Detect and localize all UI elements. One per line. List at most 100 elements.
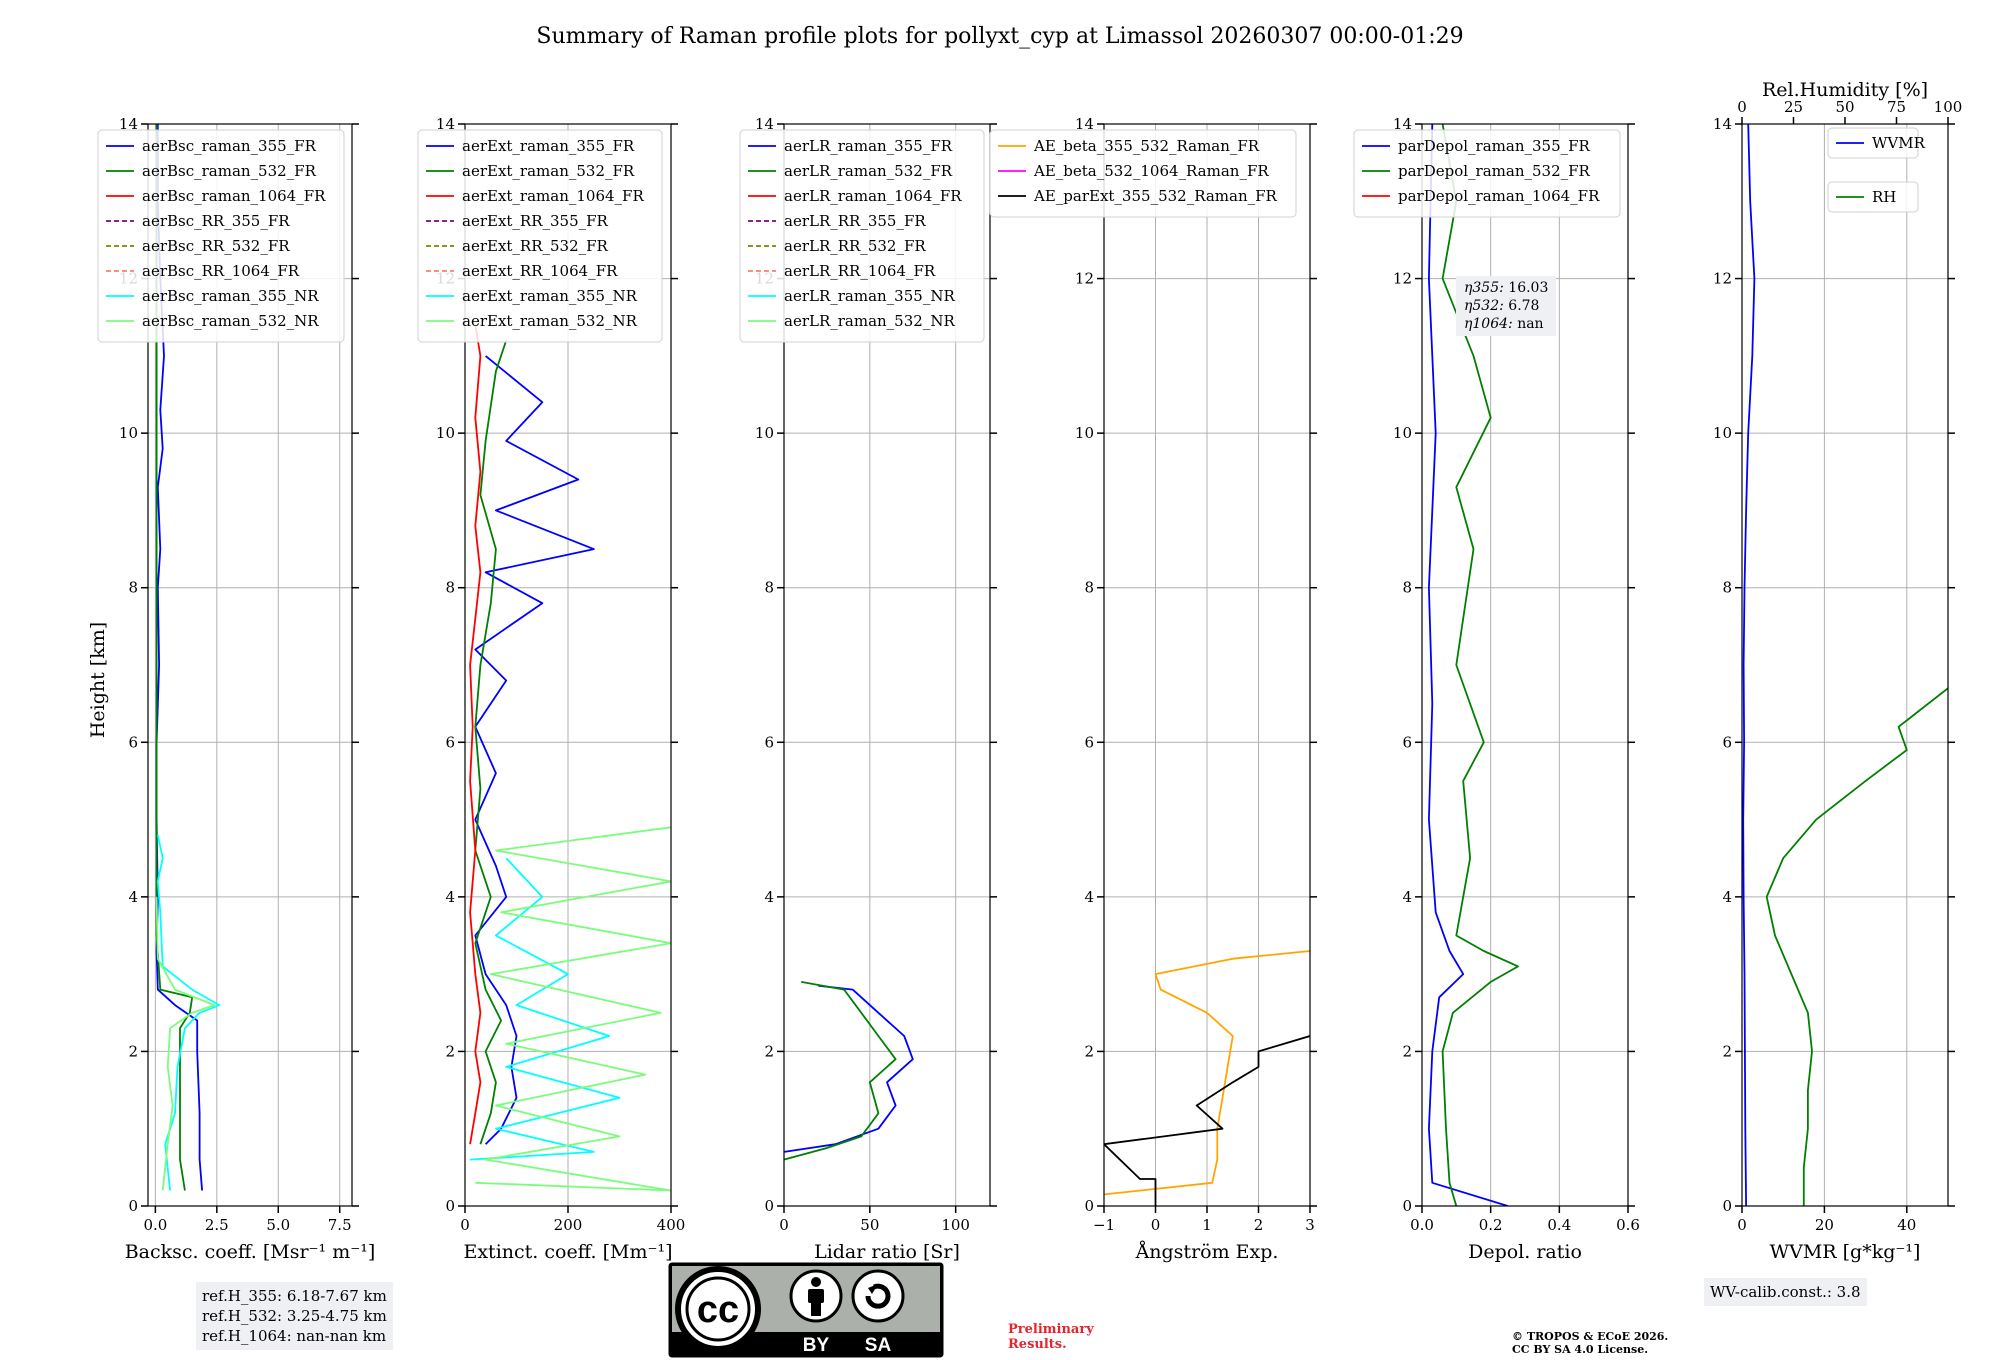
y-tick-label: 6 xyxy=(445,733,455,751)
share-icon xyxy=(851,1269,905,1323)
legend-label-RH: RH xyxy=(1872,188,1896,206)
x-tick-label: 40 xyxy=(1897,1216,1916,1234)
y-tick-label: 14 xyxy=(436,115,455,133)
top-x-tick-label: 75 xyxy=(1887,98,1906,116)
x-tick-label: 0.0 xyxy=(1410,1216,1434,1234)
ref-height-355: ref.H_355: 6.18-7.67 km xyxy=(202,1287,387,1305)
copyright-line-1: © TROPOS & ECoE 2026. xyxy=(1512,1330,1669,1343)
y-tick-label: 12 xyxy=(1393,270,1412,288)
cc-icon: cc xyxy=(675,1266,761,1352)
series-line-aerExt_raman_532_FR xyxy=(474,340,508,1145)
eta-532-label: η532: xyxy=(1464,298,1504,314)
legend-box xyxy=(417,129,663,343)
x-axis-label-lidar_ratio: Lidar ratio [Sr] xyxy=(814,1241,960,1263)
legend-label-aerBsc_raman_355_NR: aerBsc_raman_355_NR xyxy=(142,287,319,305)
y-tick-label: 0 xyxy=(445,1197,455,1215)
legend-label-AE_beta_532_1064_Raman_FR: AE_beta_532_1064_Raman_FR xyxy=(1033,162,1269,180)
legend-label-aerLR_RR_532_FR: aerLR_RR_532_FR xyxy=(784,237,926,255)
legend-label-aerBsc_RR_1064_FR: aerBsc_RR_1064_FR xyxy=(142,262,300,280)
y-tick-label: 10 xyxy=(755,424,774,442)
x-tick-label: 50 xyxy=(860,1216,879,1234)
series-line-aerLR_raman_532_FR xyxy=(784,981,897,1161)
series-group-backscatter xyxy=(155,124,221,1191)
panel-depolarization: 0 2 4 6 8 10 12 14 0.0 0.2 0.4 0.6 Depol. ratio parDe… xyxy=(1353,115,1640,1263)
x-tick-label: 100 xyxy=(941,1216,970,1234)
x-axis-label-angstrom: Ångström Exp. xyxy=(1135,1241,1279,1263)
x-tick-label: 400 xyxy=(657,1216,686,1234)
y-tick-label: 6 xyxy=(128,733,138,751)
legend-box xyxy=(739,129,985,343)
x-tick-label: 0 xyxy=(1737,1216,1747,1234)
y-tick-label: 4 xyxy=(1084,888,1094,906)
legend-label-aerExt_RR_355_FR: aerExt_RR_355_FR xyxy=(462,212,609,230)
cc-by-sa-badge[interactable]: cc BY SA xyxy=(668,1262,944,1358)
x-tick-label: 0.6 xyxy=(1616,1216,1640,1234)
x-tick-label: 0 xyxy=(1151,1216,1161,1234)
legend-label-aerBsc_RR_355_FR: aerBsc_RR_355_FR xyxy=(142,212,290,230)
reference-height-box: ref.H_355: 6.18-7.67 km ref.H_532: 3.25-… xyxy=(196,1282,393,1350)
eta-532-row: η532: 6.78 xyxy=(1464,297,1548,315)
x-tick-label: −1 xyxy=(1093,1216,1115,1234)
legend-label-AE_beta_355_532_Raman_FR: AE_beta_355_532_Raman_FR xyxy=(1033,137,1260,155)
top-x-tick-label: 100 xyxy=(1934,98,1963,116)
y-tick-label: 8 xyxy=(128,579,138,597)
series-line-parDepol_raman_355_FR xyxy=(1428,124,1509,1206)
y-tick-label: 14 xyxy=(1393,115,1412,133)
legend-label-aerLR_RR_1064_FR: aerLR_RR_1064_FR xyxy=(784,262,936,280)
ref-height-1064: ref.H_1064: nan-nan km xyxy=(202,1327,387,1345)
eta-355-row: η355: 16.03 xyxy=(1464,279,1548,297)
series-line-WVMR xyxy=(1742,124,1756,1206)
legend-label-aerBsc_raman_355_FR: aerBsc_raman_355_FR xyxy=(142,137,317,155)
x-tick-label: 7.5 xyxy=(328,1216,352,1234)
legend-label-aerExt_RR_1064_FR: aerExt_RR_1064_FR xyxy=(462,262,618,280)
legend-label-aerLR_raman_532_FR: aerLR_raman_532_FR xyxy=(784,162,953,180)
y-tick-label: 10 xyxy=(1393,424,1412,442)
x-tick-label: 2 xyxy=(1254,1216,1264,1234)
series-line-aerExt_raman_532_NR xyxy=(475,826,671,1192)
axes-frame xyxy=(147,123,353,1207)
y-tick-label: 4 xyxy=(128,888,138,906)
y-tick-label: 6 xyxy=(1084,733,1094,751)
y-tick-label: 2 xyxy=(1722,1042,1732,1060)
legend-backscatter: aerBsc_raman_355_FR aerBsc_raman_532_FRae… xyxy=(97,129,345,343)
top-x-tick-label: 50 xyxy=(1835,98,1854,116)
y-tick-label: 6 xyxy=(1402,733,1412,751)
top-x-axis-label: Rel.Humidity [%] xyxy=(1762,79,1928,101)
ref-height-532: ref.H_532: 3.25-4.75 km xyxy=(202,1307,387,1325)
person-icon xyxy=(789,1269,843,1323)
legend-box xyxy=(989,129,1297,218)
x-axis-label-backscatter: Backsc. coeff. [Msr⁻¹ m⁻¹] xyxy=(125,1241,376,1263)
y-tick-label: 6 xyxy=(1722,733,1732,751)
top-x-tick-label: 25 xyxy=(1784,98,1803,116)
legend-label-aerExt_raman_355_NR: aerExt_raman_355_NR xyxy=(462,287,638,305)
y-tick-label: 10 xyxy=(436,424,455,442)
series-line-AE_beta_355_532_Raman_FR xyxy=(1104,950,1310,1196)
x-tick-label: 5.0 xyxy=(266,1216,290,1234)
series-group-depolarization xyxy=(1428,124,1519,1206)
y-tick-label: 2 xyxy=(445,1042,455,1060)
x-axis-label-extinction: Extinct. coeff. [Mm⁻¹] xyxy=(463,1241,672,1263)
legend-label-parDepol_raman_355_FR: parDepol_raman_355_FR xyxy=(1398,137,1591,155)
y-tick-label: 0 xyxy=(128,1197,138,1215)
eta-1064-value: nan xyxy=(1517,316,1544,332)
series-line-aerLR_raman_355_FR xyxy=(784,984,914,1153)
wv-calibration-box: WV-calib.const.: 3.8 xyxy=(1704,1278,1867,1306)
y-tick-label: 2 xyxy=(128,1042,138,1060)
top-x-tick-label: 0 xyxy=(1737,98,1747,116)
series-group-angstrom xyxy=(1104,950,1310,1206)
legend-label-aerExt_RR_532_FR: aerExt_RR_532_FR xyxy=(462,237,609,255)
svg-text:cc: cc xyxy=(697,1289,739,1331)
y-tick-label: 4 xyxy=(1402,888,1412,906)
x-tick-label: 0 xyxy=(460,1216,470,1234)
axes-frame xyxy=(1741,123,1949,1207)
legend-label-aerLR_raman_355_NR: aerLR_raman_355_NR xyxy=(784,287,955,305)
legend-label-parDepol_raman_1064_FR: parDepol_raman_1064_FR xyxy=(1398,187,1600,205)
y-tick-label: 4 xyxy=(764,888,774,906)
y-tick-label: 8 xyxy=(1722,579,1732,597)
legend-label-aerBsc_raman_1064_FR: aerBsc_raman_1064_FR xyxy=(142,187,326,205)
y-tick-label: 0 xyxy=(1084,1197,1094,1215)
y-tick-label: 4 xyxy=(445,888,455,906)
axes-frame xyxy=(1421,123,1629,1207)
legend-label-WVMR: WVMR xyxy=(1872,134,1926,152)
